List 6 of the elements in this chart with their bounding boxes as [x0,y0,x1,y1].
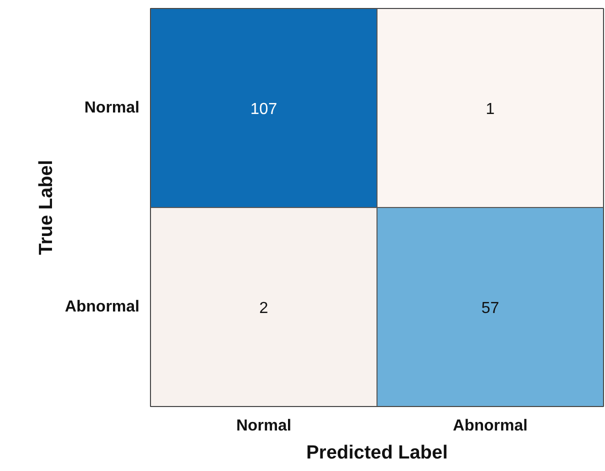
y-axis-title: True Label [36,160,57,256]
x-axis-title: Predicted Label [306,442,448,464]
data-label: 2 [259,300,268,317]
data-label: 1 [486,101,495,118]
data-label: 107 [250,101,278,118]
data-label: 57 [481,300,500,317]
